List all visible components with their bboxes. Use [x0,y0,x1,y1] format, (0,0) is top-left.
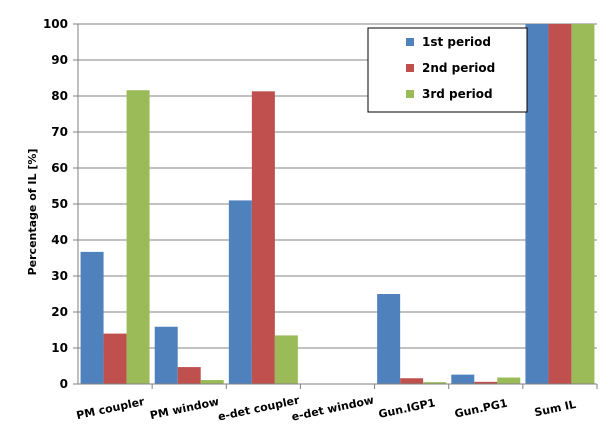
bar-2 [177,367,201,384]
bars [80,24,595,385]
bar-1 [525,24,549,384]
y-axis-ticks: 0 10 20 30 40 50 60 70 80 90 100 [43,17,78,391]
bar-2 [548,24,572,384]
legend-label: 1st period [422,35,491,49]
bar-1 [80,251,104,384]
bar-3 [274,335,298,384]
x-tick-label: e-det window [290,394,375,424]
bar-2 [400,378,424,384]
gridlines [78,23,597,349]
bar-3 [423,382,447,384]
x-tick-label: Gun.PG1 [453,397,508,421]
x-tick-label: e-det coupler [217,393,301,423]
y-tick-label: 50 [51,197,68,211]
legend-swatch [406,64,414,72]
bar-1 [451,374,475,384]
legend: 1st period 2nd period 3rd period [367,27,528,113]
y-tick-label: 10 [51,341,68,355]
bar-2 [474,381,498,384]
y-axis-label: Percentage of IL [%] [26,149,39,276]
legend-box [367,27,528,113]
y-tick-label: 0 [60,377,68,391]
x-tick-label: Sum IL [533,398,577,419]
y-tick-label: 40 [51,233,68,247]
legend-label: 2nd period [422,61,495,75]
bar-3 [126,90,150,385]
y-tick-label: 80 [51,89,68,103]
bar-3 [200,380,224,384]
legend-swatch [406,38,414,46]
bar-3 [571,24,595,384]
y-tick-label: 20 [51,305,68,319]
bar-1 [228,200,252,384]
bar-1 [377,294,401,384]
legend-swatch [406,90,414,98]
x-tick-label: PM window [149,395,220,422]
x-tick-label: Gun.IGP1 [377,396,436,421]
legend-label: 3rd period [422,87,493,101]
y-tick-label: 70 [51,125,68,139]
y-tick-label: 60 [51,161,68,175]
bar-1 [154,326,178,384]
y-tick-label: 90 [51,53,68,67]
y-tick-label: 30 [51,269,68,283]
x-tick-label: PM coupler [75,395,146,422]
bar-3 [497,377,521,384]
bar-2 [251,91,275,384]
y-tick-label: 100 [43,17,68,31]
bar-2 [103,333,127,384]
